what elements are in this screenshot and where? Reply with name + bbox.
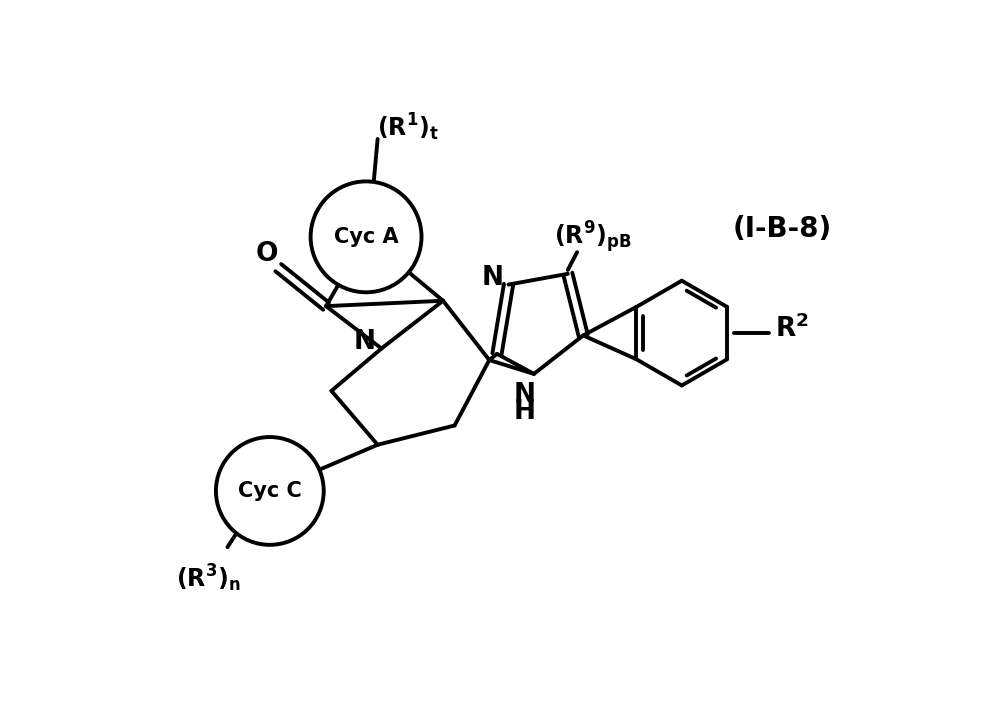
- Text: $\mathbf{(R^1)_t}$: $\mathbf{(R^1)_t}$: [378, 112, 440, 143]
- Text: (I-B-8): (I-B-8): [732, 215, 831, 243]
- Circle shape: [216, 437, 324, 545]
- Text: Cyc A: Cyc A: [334, 227, 399, 247]
- Text: H: H: [513, 400, 535, 425]
- Text: $\mathbf{R^2}$: $\mathbf{R^2}$: [775, 315, 809, 344]
- Text: $\mathbf{(R^9)_{pB}}$: $\mathbf{(R^9)_{pB}}$: [553, 219, 631, 255]
- Text: O: O: [256, 241, 278, 267]
- Text: Cyc C: Cyc C: [238, 481, 302, 501]
- Circle shape: [311, 181, 422, 292]
- Text: N: N: [483, 266, 504, 291]
- Text: N: N: [513, 382, 535, 408]
- Text: $\mathbf{(R^3)_n}$: $\mathbf{(R^3)_n}$: [176, 562, 241, 594]
- Text: N: N: [354, 329, 376, 355]
